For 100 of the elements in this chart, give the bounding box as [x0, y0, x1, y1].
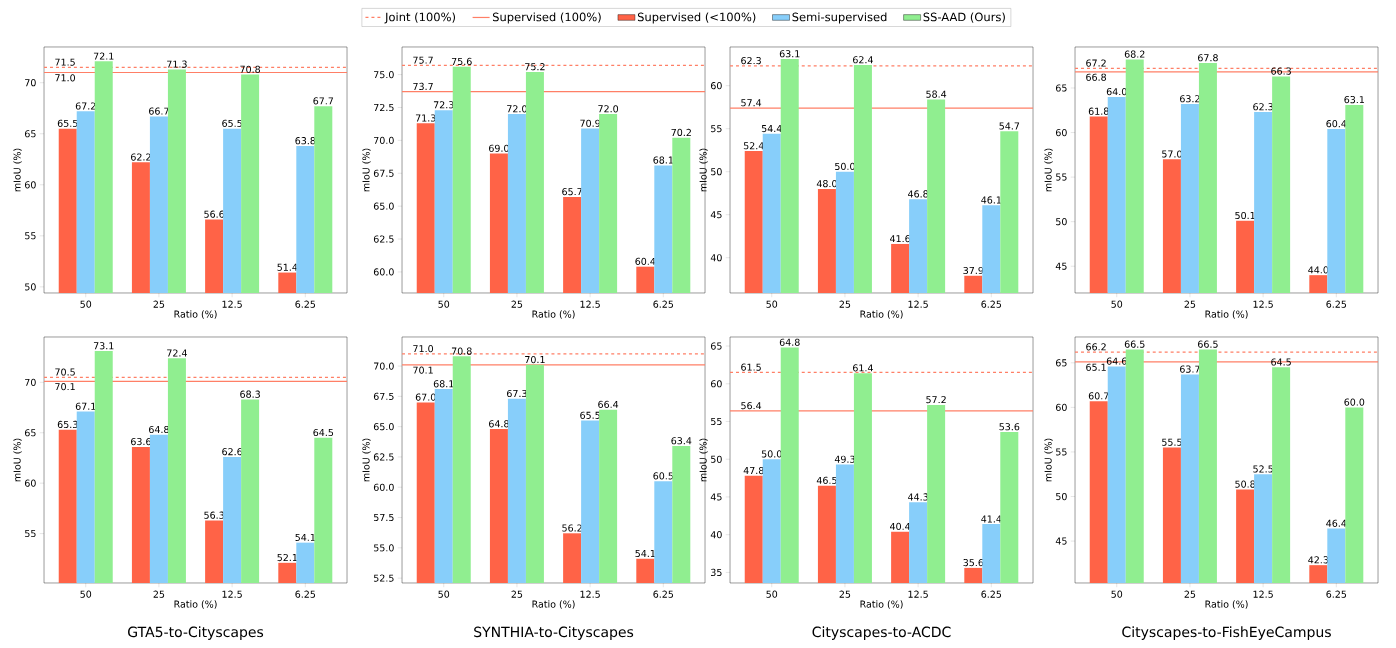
data-label: 75.2 [525, 63, 545, 71]
x-tick-label: 12.5 [580, 590, 600, 598]
data-label: 64.6 [1106, 357, 1127, 365]
data-label: 56.2 [562, 524, 582, 532]
annotation: 66.2 [1086, 343, 1106, 351]
annotation: 71.5 [55, 58, 75, 66]
annotation: 73.7 [413, 82, 433, 91]
data-label: 54.7 [999, 122, 1020, 130]
x-tick-label: 6.25 [1326, 300, 1347, 308]
y-axis-title: mIoU (%) [13, 438, 22, 482]
y-tick-label: 60.0 [373, 268, 394, 276]
data-label: 60.4 [635, 257, 656, 265]
y-tick-label: 35 [711, 568, 722, 577]
x-axis-title: Ratio (%) [1205, 310, 1248, 319]
annotation: 62.3 [741, 57, 761, 65]
data-label: 41.4 [981, 515, 1002, 523]
y-axis-title: mIoU (%) [362, 438, 371, 482]
data-label: 66.3 [1271, 67, 1291, 75]
x-tick-label: 50 [80, 590, 92, 598]
y-tick-label: 60 [710, 82, 722, 90]
annotation: 70.1 [413, 366, 433, 374]
data-label: 72.1 [93, 52, 114, 60]
x-tick-label: 12.5 [908, 300, 928, 308]
data-label: 46.1 [981, 196, 1002, 204]
x-tick-label: 6.25 [295, 590, 316, 598]
y-tick-label: 75.0 [374, 71, 394, 79]
data-label: 60.7 [1088, 392, 1109, 400]
y-tick-label: 67.5 [373, 392, 394, 400]
x-tick-label: 25 [839, 300, 851, 308]
annotation: 57.4 [741, 99, 762, 107]
annotation: 61.5 [741, 363, 761, 371]
data-label: 62.2 [131, 153, 151, 161]
y-tick-label: 65 [1055, 359, 1067, 367]
x-tick-label: 6.25 [295, 300, 316, 308]
legend-label: SS-AAD (Ours) [923, 12, 1005, 23]
y-tick-label: 65 [24, 429, 36, 437]
y-axis-title: mIoU (%) [699, 148, 708, 192]
data-label: 62.4 [853, 56, 873, 64]
data-label: 44.3 [908, 493, 928, 501]
data-label: 46.4 [1326, 519, 1347, 527]
data-label: 52.4 [743, 142, 764, 150]
x-tick-label: 50 [80, 300, 92, 308]
data-label: 67.2 [75, 102, 96, 110]
data-label: 62.6 [222, 448, 243, 456]
legend-label: Supervised (100%) [492, 12, 601, 24]
x-tick-label: 50 [438, 300, 450, 308]
y-tick-label: 50 [1056, 218, 1067, 226]
data-label: 66.4 [598, 400, 619, 408]
data-label: 62.3 [1253, 103, 1273, 111]
y-tick-label: 50 [25, 283, 36, 291]
y-axis-title: mIoU (%) [1044, 148, 1053, 192]
data-label: 70.2 [671, 128, 691, 137]
y-tick-label: 65 [24, 130, 36, 138]
y-tick-label: 67.5 [373, 169, 394, 177]
data-label: 60.5 [653, 472, 674, 480]
data-label: 51.4 [277, 263, 298, 271]
data-label: 58.4 [926, 90, 947, 98]
data-label: 44.0 [1308, 266, 1329, 274]
data-label: 63.4 [671, 437, 692, 445]
y-tick-label: 60.0 [373, 483, 394, 491]
x-tick-label: 6.25 [981, 300, 1002, 308]
data-label: 66.7 [149, 107, 169, 115]
y-tick-label: 50 [711, 168, 722, 176]
text: SYNTHIA-to-Cityscapes [474, 626, 634, 640]
y-axis-title: mIoU (%) [13, 148, 22, 192]
x-axis-title: Ratio (%) [174, 600, 217, 609]
data-label: 37.9 [963, 266, 984, 275]
x-axis-title: Ratio (%) [860, 310, 903, 319]
data-label: 46.8 [908, 190, 929, 198]
data-label: 41.6 [890, 235, 911, 243]
y-tick-label: 70.0 [374, 362, 394, 370]
data-label: 64.8 [779, 338, 800, 346]
annotation: 70.5 [55, 368, 75, 376]
data-label: 60.0 [1344, 398, 1365, 406]
data-label: 52.5 [1253, 465, 1273, 473]
y-tick-label: 50 [711, 455, 722, 463]
y-tick-label: 52.5 [373, 574, 394, 582]
text: GTA5-to-Cityscapes [128, 626, 264, 640]
y-tick-label: 55 [1056, 448, 1067, 456]
x-tick-label: 50 [766, 300, 778, 308]
data-label: 67.8 [1198, 54, 1218, 62]
data-label: 68.2 [1124, 50, 1145, 58]
data-label: 65.7 [562, 188, 582, 196]
x-tick-label: 6.25 [653, 300, 674, 308]
x-axis-title: Ratio (%) [174, 310, 217, 319]
data-label: 61.4 [853, 364, 873, 372]
data-label: 68.1 [653, 156, 673, 164]
annotation: 67.2 [1086, 59, 1106, 67]
data-label: 54.1 [295, 533, 315, 541]
y-tick-label: 60 [24, 479, 36, 487]
y-tick-label: 55 [25, 232, 36, 240]
x-axis-title: Ratio (%) [860, 600, 903, 609]
data-label: 72.0 [598, 105, 619, 113]
x-tick-label: 25 [511, 590, 523, 598]
y-tick-label: 62.5 [373, 235, 394, 243]
data-label: 73.1 [93, 342, 114, 350]
x-tick-label: 6.25 [981, 590, 1002, 598]
data-label: 68.1 [433, 380, 454, 388]
y-tick-label: 45 [710, 211, 722, 219]
x-tick-label: 25 [511, 300, 523, 308]
